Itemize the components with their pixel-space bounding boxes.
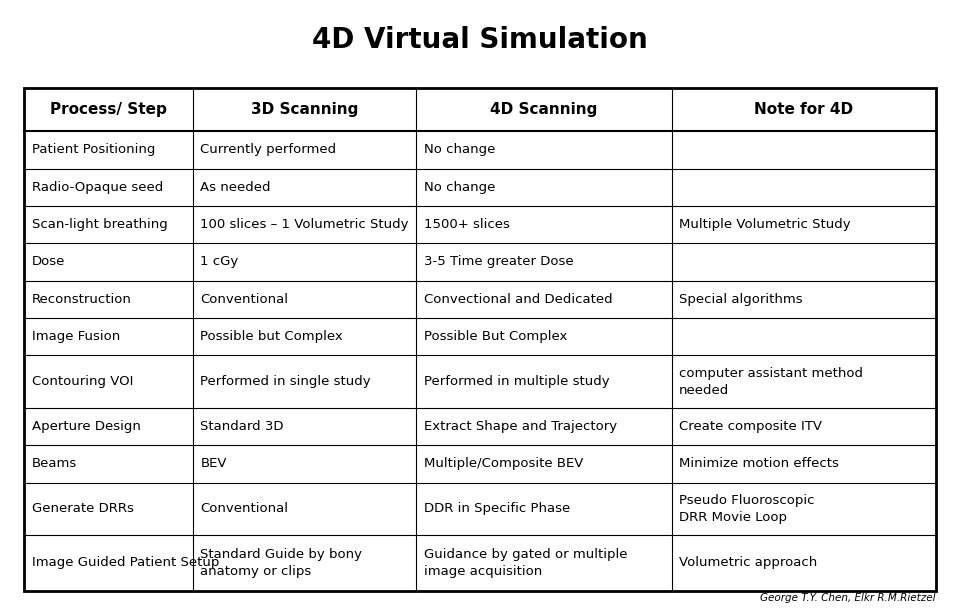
Text: Aperture Design: Aperture Design (32, 420, 140, 433)
Text: Note for 4D: Note for 4D (755, 102, 853, 117)
Text: Special algorithms: Special algorithms (680, 293, 803, 306)
Text: Multiple/Composite BEV: Multiple/Composite BEV (424, 457, 584, 471)
Text: 1500+ slices: 1500+ slices (424, 218, 510, 231)
Text: Process/ Step: Process/ Step (50, 102, 167, 117)
Text: 100 slices – 1 Volumetric Study: 100 slices – 1 Volumetric Study (201, 218, 409, 231)
Text: No change: No change (424, 181, 495, 194)
Text: No change: No change (424, 143, 495, 156)
Text: Contouring VOI: Contouring VOI (32, 375, 133, 388)
Text: Create composite ITV: Create composite ITV (680, 420, 822, 433)
Text: Dose: Dose (32, 255, 65, 269)
Text: 1 cGy: 1 cGy (201, 255, 239, 269)
Text: Volumetric approach: Volumetric approach (680, 556, 818, 570)
Text: Scan-light breathing: Scan-light breathing (32, 218, 167, 231)
Text: Possible but Complex: Possible but Complex (201, 330, 343, 344)
Text: 3D Scanning: 3D Scanning (251, 102, 358, 117)
Text: Multiple Volumetric Study: Multiple Volumetric Study (680, 218, 851, 231)
Text: Guidance by gated or multiple
image acquisition: Guidance by gated or multiple image acqu… (424, 548, 627, 578)
Text: Minimize motion effects: Minimize motion effects (680, 457, 839, 471)
Text: Image Guided Patient Setup: Image Guided Patient Setup (32, 556, 219, 570)
Text: Radio-Opaque seed: Radio-Opaque seed (32, 181, 163, 194)
Text: Conventional: Conventional (201, 293, 288, 306)
Text: Currently performed: Currently performed (201, 143, 337, 156)
Text: 4D Scanning: 4D Scanning (491, 102, 597, 117)
Text: Reconstruction: Reconstruction (32, 293, 132, 306)
Text: 4D Virtual Simulation: 4D Virtual Simulation (312, 26, 648, 54)
Text: As needed: As needed (201, 181, 271, 194)
Text: 3-5 Time greater Dose: 3-5 Time greater Dose (424, 255, 573, 269)
Text: Standard 3D: Standard 3D (201, 420, 284, 433)
Text: BEV: BEV (201, 457, 227, 471)
Text: Generate DRRs: Generate DRRs (32, 502, 133, 515)
Text: Beams: Beams (32, 457, 77, 471)
Text: Standard Guide by bony
anatomy or clips: Standard Guide by bony anatomy or clips (201, 548, 362, 578)
Bar (24, 88, 936, 591)
Text: Image Fusion: Image Fusion (32, 330, 120, 344)
Text: Conventional: Conventional (201, 502, 288, 515)
Text: Possible But Complex: Possible But Complex (424, 330, 567, 344)
Text: Convectional and Dedicated: Convectional and Dedicated (424, 293, 612, 306)
Text: George T.Y. Chen, Elkr R.M.Rietzel: George T.Y. Chen, Elkr R.M.Rietzel (760, 593, 936, 603)
Text: Patient Positioning: Patient Positioning (32, 143, 156, 156)
Text: Pseudo Fluoroscopic
DRR Movie Loop: Pseudo Fluoroscopic DRR Movie Loop (680, 494, 815, 523)
Text: computer assistant method
needed: computer assistant method needed (680, 367, 863, 396)
Text: Performed in multiple study: Performed in multiple study (424, 375, 610, 388)
Text: DDR in Specific Phase: DDR in Specific Phase (424, 502, 570, 515)
Text: Performed in single study: Performed in single study (201, 375, 371, 388)
Text: Extract Shape and Trajectory: Extract Shape and Trajectory (424, 420, 617, 433)
